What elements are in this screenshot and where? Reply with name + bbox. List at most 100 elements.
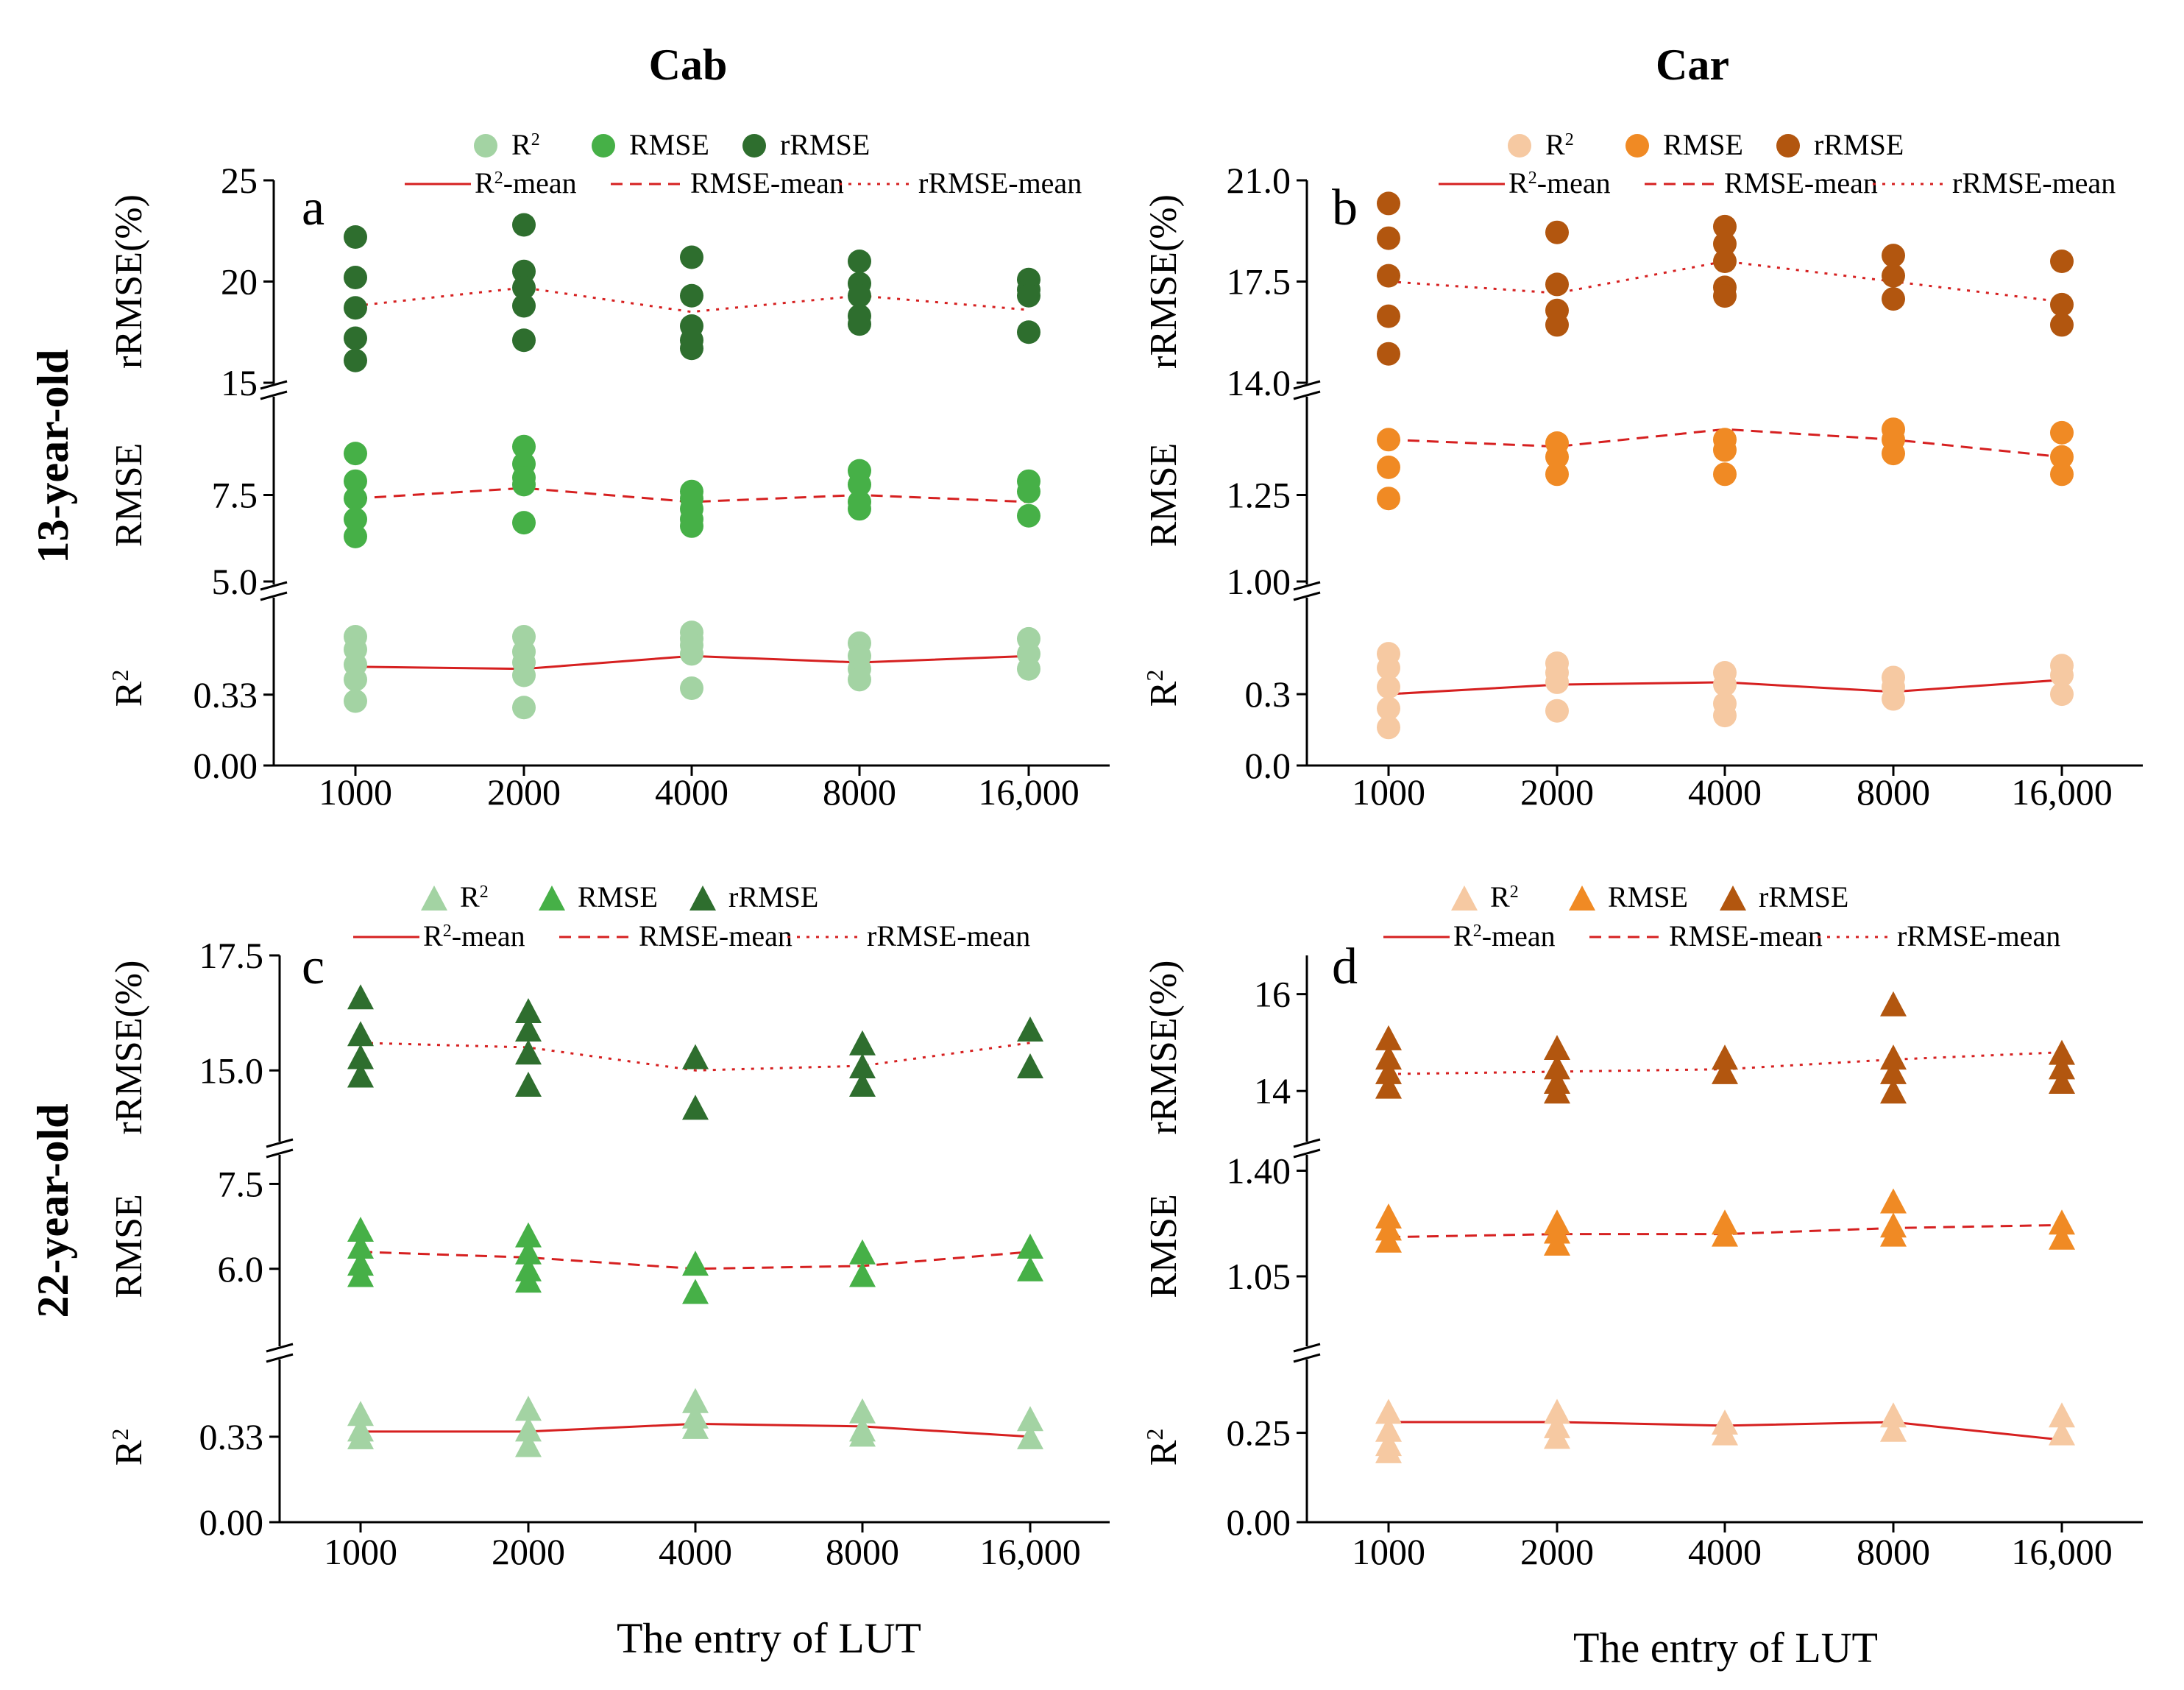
x-tick-label: 1000 — [1352, 771, 1425, 813]
rrmse-point — [1017, 1017, 1043, 1042]
rrmse-point — [344, 348, 367, 372]
r2-point — [1017, 1406, 1043, 1432]
panel-b: 1000 2000 4000 8000 16,000 b 21.0 17.5 14.0 rRMSE… — [1141, 128, 2143, 813]
axis-break-mark — [1293, 591, 1321, 601]
row-title-22: 22-year-old — [29, 1103, 77, 1318]
rrmse-point — [1375, 1044, 1402, 1070]
x-axis-label-right: The entry of LUT — [1573, 1624, 1878, 1672]
rrmse-point — [1017, 320, 1040, 344]
legend-label-r2: R2 — [460, 880, 489, 913]
rmse-point — [347, 1234, 374, 1259]
x-tick-label: 4000 — [1688, 771, 1762, 813]
r2-point — [1377, 656, 1400, 680]
y-axis-label-r2: R2 — [1141, 670, 1185, 707]
legend-marker-rrmse — [1720, 885, 1746, 911]
rrmse-point — [849, 1030, 876, 1056]
legend-label-rrmse: rRMSE — [728, 880, 818, 913]
y-axis-label-rrmse: rRMSE(%) — [108, 961, 150, 1135]
y-tick-label: 0.33 — [199, 1416, 264, 1457]
rrmse-point — [1375, 1058, 1402, 1084]
rrmse-point — [512, 259, 536, 283]
x-tick-label: 8000 — [823, 771, 896, 813]
rrmse-point — [1713, 250, 1737, 273]
legend-marker-r2 — [474, 134, 497, 158]
legend-label-r2-mean: R2-mean — [475, 166, 577, 199]
legend-label-rmse-mean: RMSE-mean — [1724, 166, 1878, 199]
x-tick-label: 8000 — [826, 1531, 899, 1572]
y-tick-label: 14.0 — [1227, 362, 1291, 403]
legend-marker-r2 — [1451, 885, 1478, 911]
rrmse-point — [848, 250, 871, 273]
y-axis-label-rrmse: rRMSE(%) — [1143, 194, 1185, 369]
rrmse-point — [1377, 342, 1400, 366]
axis-break-mark — [1293, 581, 1321, 591]
y-tick-label: 7.5 — [212, 475, 258, 516]
r2-point — [1713, 704, 1737, 728]
panel-letter: b — [1332, 180, 1358, 236]
rrmse-point — [1544, 1035, 1570, 1060]
r2-point — [849, 1421, 876, 1447]
rrmse-point — [680, 336, 703, 361]
r2-point — [344, 668, 367, 692]
legend-label-r2: R2 — [511, 128, 540, 161]
rrmse-point — [1017, 283, 1040, 308]
y-tick-label: 6.0 — [218, 1248, 264, 1290]
y-tick-label: 1.00 — [1227, 561, 1291, 602]
rrmse-point — [347, 1062, 374, 1088]
rrmse-point — [1880, 1078, 1907, 1104]
r2-point — [1375, 1399, 1402, 1424]
axis-break-mark — [260, 591, 288, 601]
rmse-point — [1544, 1230, 1570, 1256]
legend-label-rrmse: rRMSE — [1759, 880, 1848, 913]
rmse-point — [512, 473, 536, 497]
x-tick-label: 1000 — [1352, 1531, 1425, 1572]
y-axis-label-rmse: RMSE — [1143, 443, 1185, 548]
panel-a: 1000 2000 4000 8000 16,000 a 25 20 15 rRMSE(%) 7.5… — [107, 128, 1110, 813]
y-tick-label: 0.0 — [1245, 745, 1291, 786]
x-tick-label: 16,000 — [979, 1531, 1081, 1572]
r2-point — [1544, 1399, 1570, 1424]
rrmse-point — [1544, 1054, 1570, 1080]
rrmse-point — [2049, 1054, 2075, 1080]
legend-label-rmse-mean: RMSE-mean — [690, 166, 844, 199]
r2-point — [1017, 1424, 1043, 1449]
legend-label-r2-mean: R2-mean — [1453, 919, 1556, 952]
rmse-point — [1017, 503, 1040, 528]
rrmse-point — [1545, 272, 1569, 297]
panel-c: 1000 2000 4000 8000 16,000 c 17.5 15.0 rRMSE(%) 7… — [107, 880, 1110, 1572]
legend-marker-rrmse — [689, 885, 716, 911]
r2-point — [1375, 1438, 1402, 1463]
x-tick-label: 4000 — [655, 771, 728, 813]
y-axis-label-r2: R2 — [107, 670, 150, 707]
axis-break-mark — [1293, 1353, 1321, 1363]
rmse-point — [344, 507, 367, 531]
rrmse-point — [515, 1072, 542, 1097]
rmse-point — [1377, 455, 1400, 479]
legend-label-r2: R2 — [1490, 880, 1519, 913]
y-tick-label: 14 — [1254, 1070, 1291, 1111]
rrmse-point — [347, 984, 374, 1010]
row-title-13: 13-year-old — [29, 349, 77, 563]
rrmse-point — [848, 283, 871, 308]
y-tick-label: 15.0 — [199, 1050, 264, 1091]
rrmse-point — [512, 328, 536, 353]
rrmse-point — [515, 1017, 542, 1042]
legend-marker-rrmse — [1776, 134, 1800, 158]
legend-label-rmse: RMSE — [629, 128, 709, 161]
r2-point — [848, 668, 871, 692]
legend-label-rrmse-mean: rRMSE-mean — [867, 919, 1030, 952]
y-axis-label-rrmse: rRMSE(%) — [108, 194, 150, 369]
r2-point — [515, 1396, 542, 1421]
r2-point — [2049, 1420, 2075, 1446]
rrmse-point — [344, 326, 367, 350]
rrmse-point — [344, 266, 367, 289]
x-tick-label: 16,000 — [2011, 1531, 2113, 1572]
rrmse-point — [1545, 220, 1569, 244]
r2-point — [680, 676, 703, 700]
y-tick-label: 7.5 — [218, 1163, 264, 1204]
rrmse-point — [344, 296, 367, 320]
rmse-point — [2050, 445, 2074, 469]
y-axis-label-rmse: RMSE — [1143, 1194, 1185, 1298]
rrmse-point — [515, 998, 542, 1023]
